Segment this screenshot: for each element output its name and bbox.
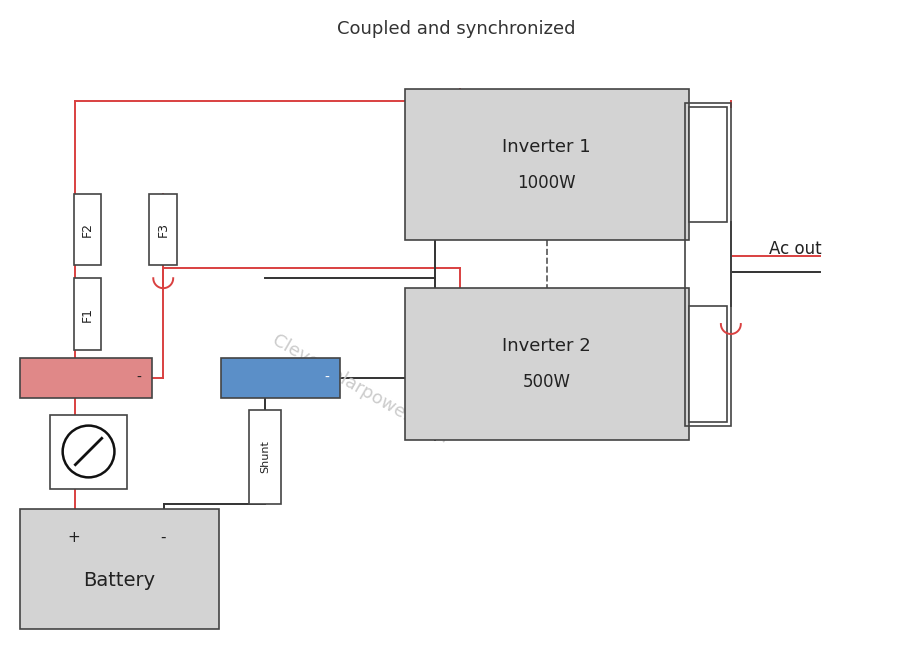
Bar <box>405 288 689 440</box>
Text: Battery: Battery <box>83 572 155 590</box>
Bar <box>20 358 152 398</box>
Bar <box>689 306 727 422</box>
Bar <box>74 278 101 350</box>
Bar <box>405 89 689 241</box>
Text: Cleversolarpower.com: Cleversolarpower.com <box>269 332 452 447</box>
Text: Inverter 2: Inverter 2 <box>502 337 591 355</box>
Bar <box>49 414 128 489</box>
Text: -: - <box>161 529 166 545</box>
Bar <box>20 509 219 629</box>
Bar <box>685 103 730 426</box>
Text: F1: F1 <box>81 307 94 321</box>
Text: F3: F3 <box>157 222 170 237</box>
Bar <box>249 410 280 504</box>
Bar <box>74 194 101 265</box>
Text: 500W: 500W <box>522 373 571 391</box>
Text: Coupled and synchronized: Coupled and synchronized <box>337 20 575 38</box>
Text: 1000W: 1000W <box>518 174 576 192</box>
Bar <box>221 358 341 398</box>
Bar <box>689 107 727 223</box>
Text: Inverter 1: Inverter 1 <box>502 137 591 156</box>
Bar <box>150 194 177 265</box>
Text: Shunt: Shunt <box>260 440 270 473</box>
Text: +: + <box>68 529 80 545</box>
Text: -: - <box>136 371 141 385</box>
Text: Ac out: Ac out <box>770 241 822 258</box>
Text: F2: F2 <box>81 222 94 237</box>
Text: -: - <box>324 371 329 385</box>
